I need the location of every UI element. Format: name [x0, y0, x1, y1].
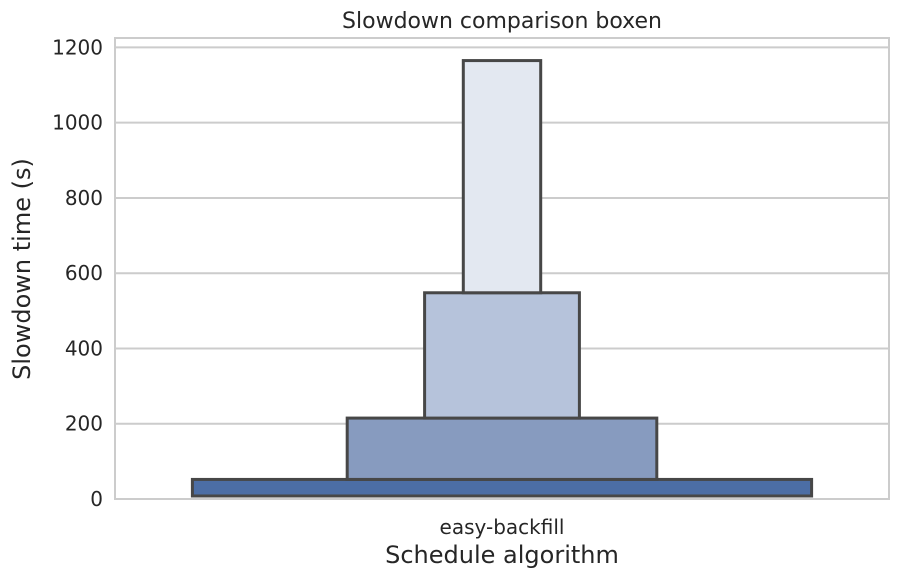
boxen-box-level-4	[461, 59, 543, 295]
boxen-box-level-3	[423, 291, 581, 420]
x-axis-title: Schedule algorithm	[385, 541, 619, 569]
boxen-boxes	[190, 59, 814, 498]
boxen-box-level-2	[345, 416, 659, 481]
x-tick-label: easy-backfill	[440, 515, 565, 539]
y-tick-label: 0	[90, 487, 103, 511]
y-tick-label: 1000	[52, 111, 103, 135]
y-tick-label: 600	[65, 261, 103, 285]
y-axis-title: Slowdown time (s)	[8, 158, 36, 380]
y-tick-label: 1200	[52, 35, 103, 59]
plot-frame	[114, 37, 890, 500]
y-tick-label: 800	[65, 186, 103, 210]
x-tick-labels: easy-backfill	[440, 515, 565, 539]
chart-title: Slowdown comparison boxen	[342, 9, 662, 34]
y-tick-label: 400	[65, 336, 103, 360]
boxen-box-level-1	[190, 477, 814, 498]
y-tick-labels: 0 200 400 600 800 1000 1200	[52, 35, 103, 511]
y-tick-label: 200	[65, 412, 103, 436]
